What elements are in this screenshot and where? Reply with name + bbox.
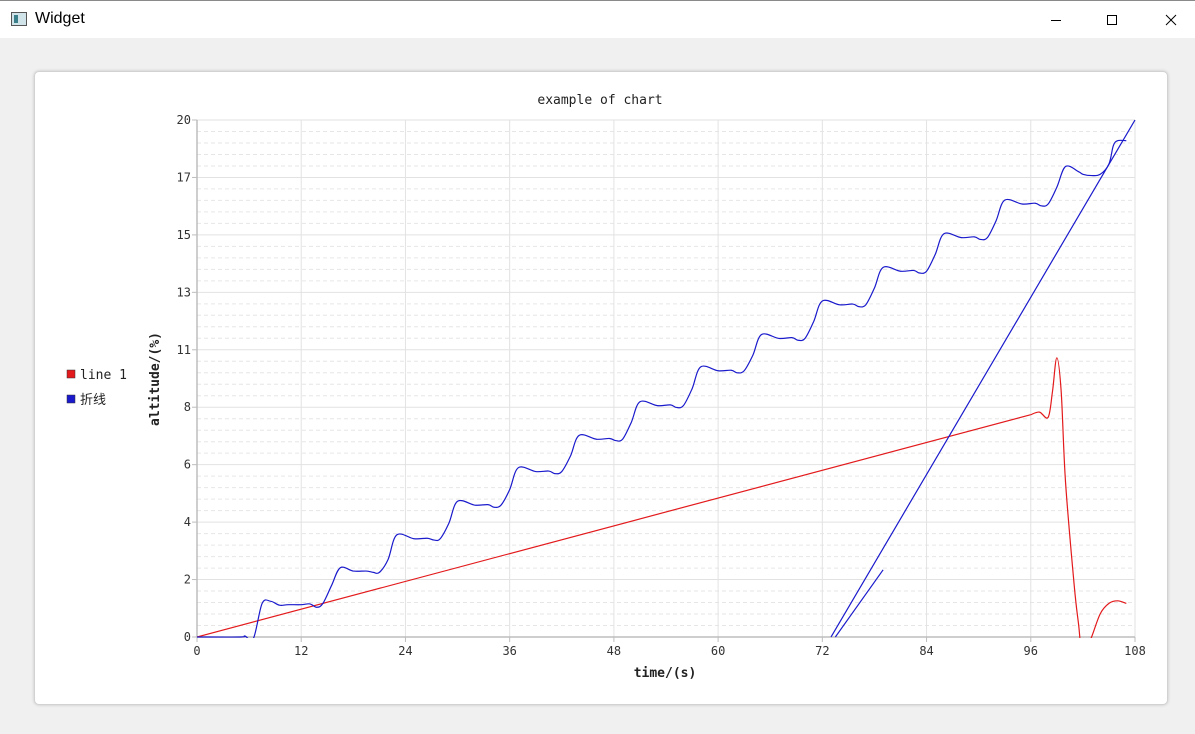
plot-area [197,119,1136,638]
maximize-button[interactable] [1089,1,1135,38]
x-axis-label: time/(s) [634,666,697,681]
series-line-1-segment [197,414,1031,638]
legend-marker [66,369,76,379]
x-axis-ticks: 0 12 24 36 48 60 72 84 96 108 [193,637,1146,658]
y-tick-label: 15 [177,228,191,242]
grid [196,119,1136,638]
minimize-button[interactable] [1033,1,1079,38]
minimize-icon [1051,19,1061,21]
legend-marker [66,394,76,404]
maximize-icon [1107,14,1117,25]
x-tick-label: 36 [502,644,516,658]
close-icon [1165,14,1177,25]
x-tick-label: 12 [294,644,308,658]
y-axis-label: altitude/(%) [148,332,163,426]
x-tick-label: 108 [1124,644,1146,658]
y-axis-ticks: 0 2 4 6 8 11 13 15 17 20 [177,113,197,644]
x-tick-label: 0 [193,644,200,658]
y-tick-label: 2 [184,573,191,587]
y-tick-label: 4 [184,515,191,529]
y-tick-label: 8 [184,400,191,414]
window-title: Widget [35,10,85,27]
legend: line 1 折线 [66,368,127,408]
title-bar: Widget [0,0,1195,38]
x-tick-label: 72 [815,644,829,658]
series-polyline-path-1 [197,139,1127,638]
legend-label: line 1 [80,368,127,383]
chart-card [34,71,1168,705]
series-line-1-curve [1030,357,1127,638]
x-tick-label: 48 [607,644,621,658]
x-tick-label: 24 [398,644,412,658]
chart-title: example of chart [537,93,662,108]
x-tick-label: 96 [1024,644,1038,658]
series-polyline-path-2 [830,119,1136,638]
legend-label: 折线 [80,393,106,408]
y-tick-label: 13 [177,285,191,299]
y-tick-label: 0 [184,630,191,644]
x-tick-label: 60 [711,644,725,658]
y-tick-label: 11 [177,343,191,357]
y-tick-label: 6 [184,458,191,472]
axes [196,120,1135,638]
series-polyline-path-3 [834,569,884,638]
x-tick-label: 84 [919,644,933,658]
y-tick-label: 20 [177,113,191,127]
y-tick-label: 17 [177,170,191,184]
app-window-icon [11,12,27,26]
close-button[interactable] [1148,1,1194,38]
